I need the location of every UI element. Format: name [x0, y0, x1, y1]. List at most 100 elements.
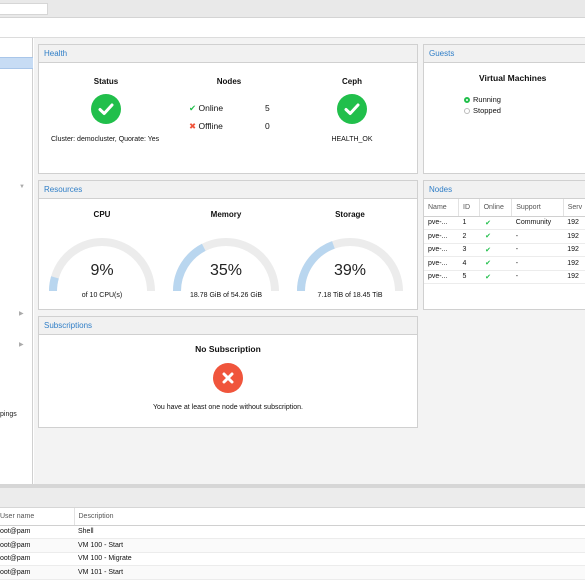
dashboard: Health Status Cluster: democluster, Quor…	[34, 38, 585, 484]
gauge-fill	[173, 243, 206, 292]
node-support: -	[511, 256, 564, 271]
gauge-arc	[173, 238, 279, 292]
subscriptions-panel-title: Subscriptions	[39, 317, 417, 335]
check-icon: ✔	[485, 246, 491, 254]
offline-label: Offline	[198, 121, 223, 131]
col-name[interactable]: Name	[424, 199, 459, 217]
task-user: oot@pam	[0, 565, 74, 580]
panel-splitter[interactable]	[0, 484, 585, 488]
node-support: Community	[511, 216, 564, 230]
chevron-right-icon[interactable]: ▶	[19, 342, 24, 348]
resource-tree: ▼ ▶ ▶ pings	[0, 38, 33, 484]
online: ✔	[479, 270, 512, 284]
status-label: Status	[93, 77, 119, 86]
gauge-title: Storage	[335, 210, 365, 219]
guests-panel-title: Guests	[424, 45, 585, 63]
table-row[interactable]: pve-... 1 ✔ Community 192	[424, 216, 585, 230]
task-description: Shell	[74, 525, 585, 539]
node-support: -	[511, 229, 564, 244]
gauge-caption: 7.18 TiB of 18.45 TiB	[317, 292, 383, 299]
chevron-right-icon[interactable]: ▶	[19, 311, 24, 317]
online: ✔	[479, 243, 512, 257]
task-user: oot@pam	[0, 552, 74, 566]
col-id[interactable]: ID	[458, 199, 480, 217]
gauge-0: CPU 9% of 10 CPU(s)	[43, 199, 161, 309]
tree-item-label[interactable]: pings	[0, 411, 17, 418]
gauge-value: 35%	[209, 262, 243, 279]
node-name: pve-...	[424, 256, 459, 271]
check-icon: ✔	[485, 233, 491, 241]
node-id: 1	[458, 216, 480, 230]
table-row[interactable]: oot@pam Shell	[0, 525, 585, 539]
status-column: Status Cluster: democluster, Quorate: Ye…	[39, 77, 173, 143]
node-id: 2	[458, 229, 480, 244]
search-input[interactable]	[0, 3, 48, 15]
virtual-machines-heading: Virtual Machines	[479, 73, 547, 83]
table-row[interactable]: pve-... 4 ✔ -192	[424, 256, 585, 271]
gauge-arc	[49, 238, 155, 292]
node-server: 192	[563, 229, 585, 244]
online: ✔	[479, 256, 512, 271]
online-label: Online	[198, 103, 224, 113]
col-support[interactable]: Support	[511, 199, 564, 217]
task-log-panel: User name Description oot@pam Shell oot@pa…	[0, 484, 585, 585]
legend-stopped[interactable]: Stopped	[464, 106, 501, 115]
col-description[interactable]: Description	[74, 508, 585, 526]
gauge-caption: 18.78 GiB of 54.26 GiB	[190, 292, 262, 299]
node-id: 3	[458, 243, 480, 257]
nodes-column: Nodes	[173, 77, 285, 86]
task-log-header	[0, 488, 585, 508]
tree-item-selected[interactable]	[0, 57, 33, 69]
table-row[interactable]: pve-... 3 ✔ -192	[424, 243, 585, 257]
nodes-table: Name ID Online Support Serv pve-... 1 ✔ Com…	[424, 199, 585, 284]
col-server[interactable]: Serv	[563, 199, 585, 217]
health-panel-title: Health	[39, 45, 417, 63]
task-description: VM 101 - Start	[74, 565, 585, 580]
table-row[interactable]: oot@pam VM 100 - Start	[0, 538, 585, 553]
col-online[interactable]: Online	[479, 199, 513, 217]
table-row[interactable]: pve-... 2 ✔ -192	[424, 229, 585, 244]
no-subscription-heading: No Subscription	[195, 344, 261, 354]
legend-stopped-label: Stopped	[473, 106, 501, 115]
node-name: pve-...	[424, 229, 459, 244]
health-panel: Health Status Cluster: democluster, Quor…	[38, 44, 418, 174]
online: ✔	[479, 216, 512, 230]
ceph-column: Ceph HEALTH_OK	[285, 77, 419, 143]
gauge-value: 39%	[333, 262, 367, 279]
legend-running[interactable]: Running	[464, 95, 501, 104]
table-row[interactable]: oot@pam VM 100 - Migrate	[0, 552, 585, 566]
node-id: 4	[458, 256, 480, 271]
subscription-message: You have at least one node without subsc…	[153, 404, 303, 411]
subscriptions-panel: Subscriptions No Subscription You have a…	[38, 316, 418, 428]
online: ✔	[479, 229, 512, 244]
online-count: 5	[265, 103, 270, 113]
resources-panel: Resources CPU 9% of 10 CPU(s) Memory 35% 18.7…	[38, 180, 418, 310]
task-user: oot@pam	[0, 525, 74, 539]
x-icon: ✖	[189, 121, 197, 131]
check-circle-icon	[91, 94, 121, 124]
node-server: 192	[563, 216, 585, 230]
table-row[interactable]: pve-... 5 ✔ -192	[424, 270, 585, 284]
stopped-dot-icon	[464, 108, 470, 114]
gauge-arc	[297, 238, 403, 292]
node-name: pve-...	[424, 270, 459, 284]
ceph-label: Ceph	[342, 77, 362, 86]
check-icon: ✔	[485, 273, 491, 281]
col-user-name[interactable]: User name	[0, 508, 75, 526]
running-dot-icon	[464, 97, 470, 103]
table-row[interactable]: oot@pam VM 101 - Start	[0, 565, 585, 580]
top-bar	[0, 0, 585, 18]
gauge-fill	[297, 241, 335, 292]
chevron-down-icon[interactable]: ▼	[19, 184, 25, 190]
nodes-online-row: ✔ Online	[189, 103, 223, 114]
gauge-title: Memory	[210, 210, 242, 219]
nodes-offline-row: ✖ Offline	[189, 121, 223, 132]
gauge-title: CPU	[93, 210, 111, 219]
check-circle-icon	[337, 94, 367, 124]
gauge-fill	[49, 276, 59, 292]
legend-running-label: Running	[473, 95, 501, 104]
node-support: -	[511, 270, 564, 284]
resources-panel-title: Resources	[39, 181, 417, 199]
task-description: VM 100 - Start	[74, 538, 585, 553]
check-icon: ✔	[485, 219, 491, 227]
